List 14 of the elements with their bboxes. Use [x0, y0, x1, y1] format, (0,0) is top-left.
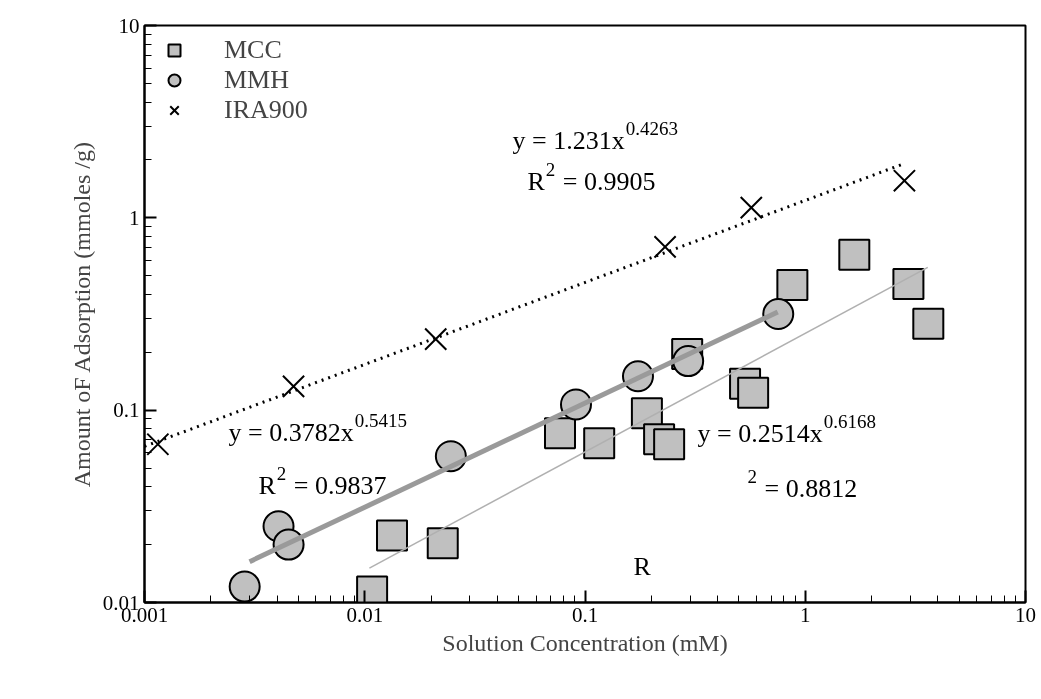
annotation: R: [633, 552, 652, 581]
x-tick-label: 1: [800, 602, 811, 627]
legend-label: MMH: [224, 65, 290, 95]
y-axis-title: Amount oF Adsorption (mmoles /g): [68, 141, 95, 488]
x-tick-label: 0.1: [571, 602, 599, 627]
legend-label: MCC: [224, 35, 282, 65]
y-tick-label: 10: [118, 13, 140, 38]
y-tick-label: 0.1: [113, 398, 140, 423]
y-tick-label: 1: [129, 205, 140, 230]
x-axis-title: Solution Concentration (mM): [442, 629, 728, 656]
x-tick-label: 10: [1015, 602, 1036, 627]
legend-label: IRA900: [224, 95, 308, 125]
annotation: 2 = 0.8812: [747, 466, 858, 503]
x-tick-label: 0.01: [346, 602, 384, 627]
